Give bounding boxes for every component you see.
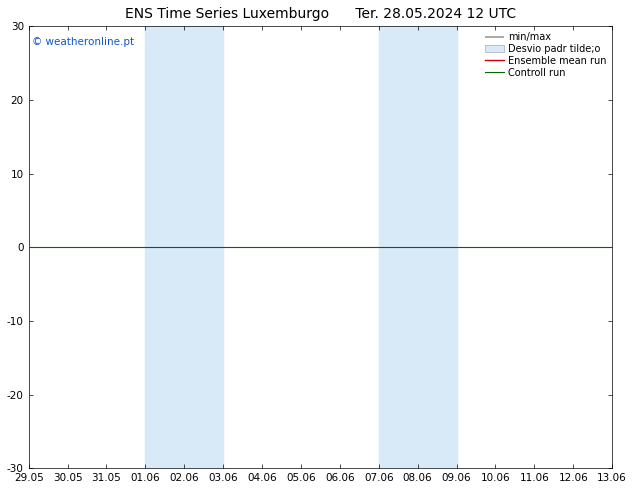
Text: © weatheronline.pt: © weatheronline.pt <box>32 37 134 48</box>
Title: ENS Time Series Luxemburgo      Ter. 28.05.2024 12 UTC: ENS Time Series Luxemburgo Ter. 28.05.20… <box>125 7 516 21</box>
Legend: min/max, Desvio padr tilde;o, Ensemble mean run, Controll run: min/max, Desvio padr tilde;o, Ensemble m… <box>482 29 609 81</box>
Bar <box>145 26 223 468</box>
Bar <box>378 26 456 468</box>
